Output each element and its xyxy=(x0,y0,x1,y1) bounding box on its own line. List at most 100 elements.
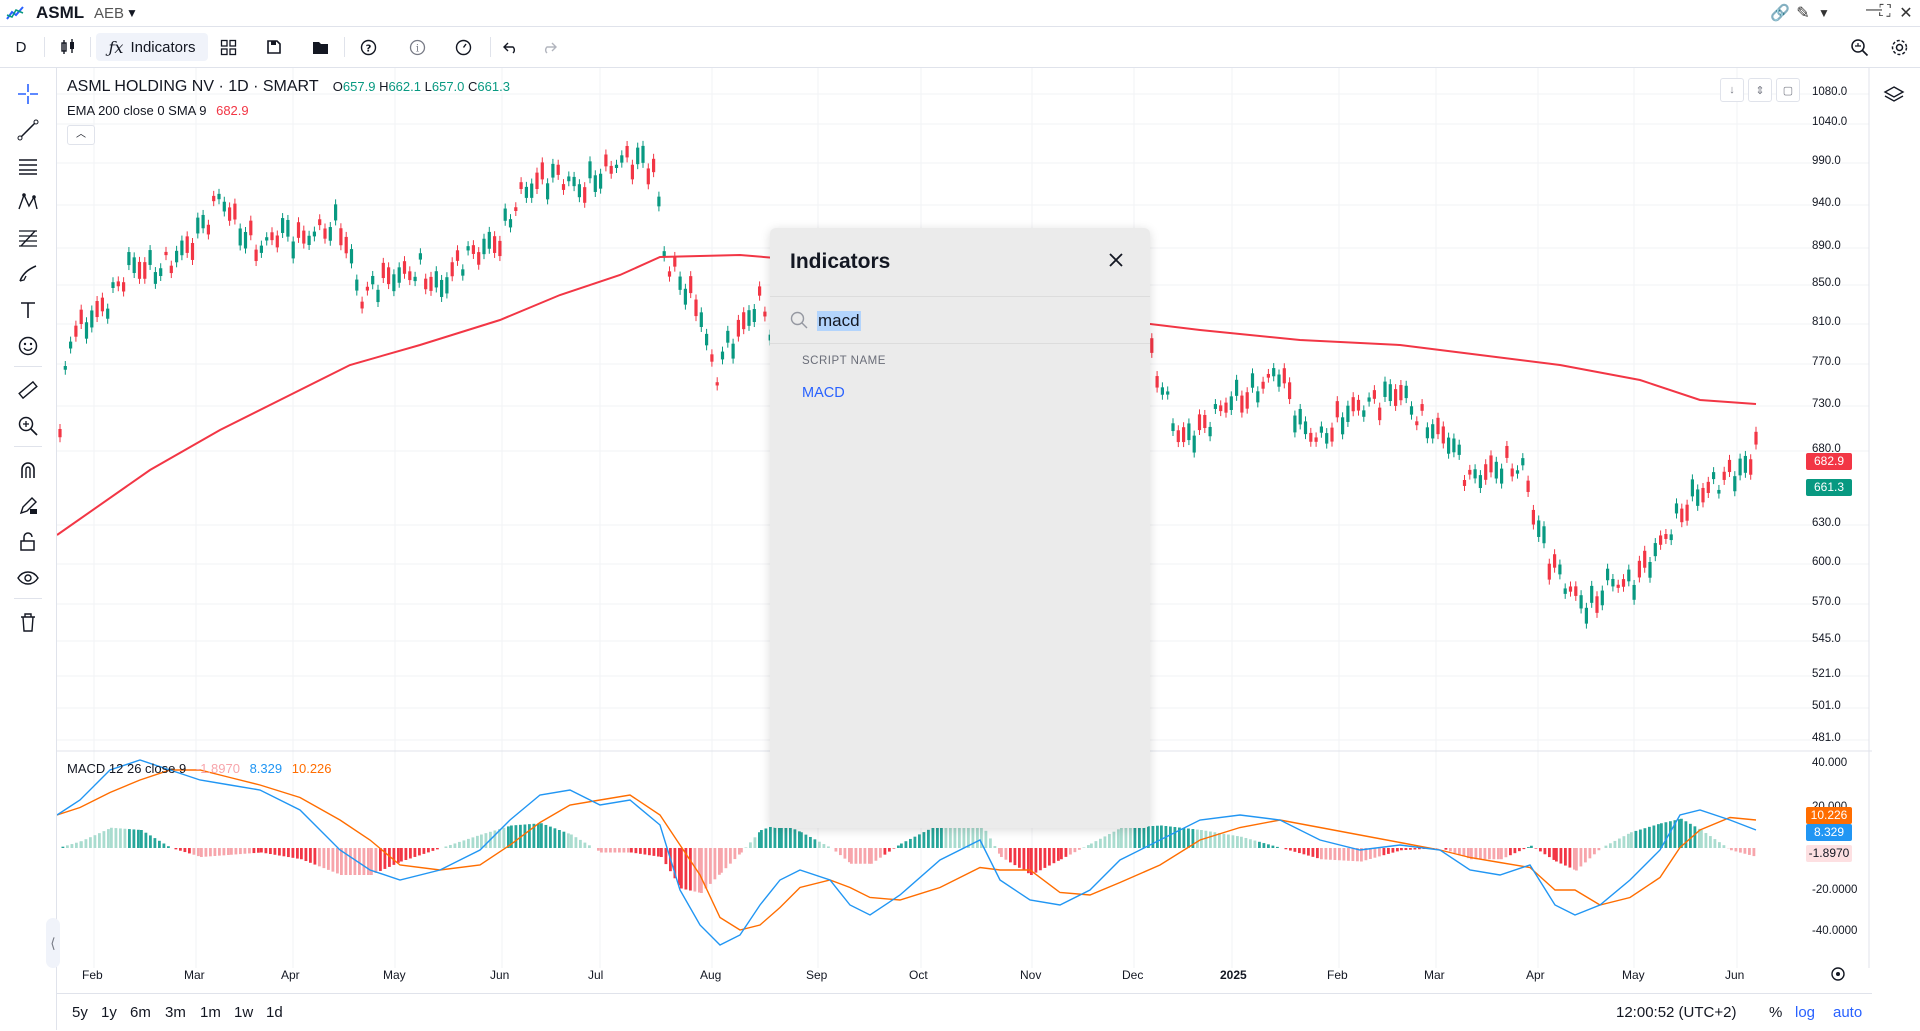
move-pane-down-button[interactable]: ↓ xyxy=(1720,78,1744,102)
price-axis-label: 545.0 xyxy=(1812,633,1841,645)
chart-type-button[interactable] xyxy=(54,33,82,61)
magnet-icon xyxy=(17,459,39,481)
range-1y[interactable]: 1y xyxy=(101,1004,117,1021)
toolbar-divider xyxy=(90,37,91,57)
macd-line-value: 8.329 xyxy=(250,761,283,776)
save-icon xyxy=(266,39,282,55)
trend-line-tool[interactable] xyxy=(14,116,42,144)
fib-tool[interactable] xyxy=(14,224,42,252)
macd-axis-label: -20.0000 xyxy=(1812,884,1857,896)
open-label: O xyxy=(333,79,343,94)
indicators-dialog: Indicators macd SCRIPT NAME MACD xyxy=(770,228,1150,828)
time-axis-label: Jun xyxy=(490,968,509,982)
pin-icon[interactable]: ✎ xyxy=(1793,3,1813,23)
magnet-tool[interactable] xyxy=(14,456,42,484)
time-axis-label: 2025 xyxy=(1220,968,1247,982)
lock-all-tool[interactable] xyxy=(14,528,42,556)
macd-legend[interactable]: MACD 12 26 close 9 -1.8970 8.329 10.226 xyxy=(67,761,332,776)
info-icon: i xyxy=(409,39,426,56)
log-scale-toggle[interactable]: log xyxy=(1795,1004,1815,1021)
open-layout-button[interactable] xyxy=(306,33,334,61)
maximize-icon[interactable]: ⛶ xyxy=(1875,3,1895,21)
search-input-selection: macd xyxy=(817,311,861,331)
info-button[interactable]: i xyxy=(403,33,431,61)
quick-search-button[interactable] xyxy=(1845,33,1873,61)
price-axis-label: 940.0 xyxy=(1812,197,1841,209)
price-axis-label: 521.0 xyxy=(1812,668,1841,680)
time-axis-label: Feb xyxy=(1327,968,1348,982)
zoom-tool[interactable] xyxy=(14,412,42,440)
signal-tag: 10.226 xyxy=(1806,807,1852,824)
fibonacci-icon xyxy=(17,227,39,249)
time-axis-label: Nov xyxy=(1020,968,1041,982)
close-window-icon[interactable]: ✕ xyxy=(1896,3,1916,23)
remove-drawings-tool[interactable] xyxy=(14,608,42,636)
collapse-pane-button[interactable]: ⇕ xyxy=(1748,78,1772,102)
window-title-bar: ASML AEB ▼ 🔗 ✎ ▼ — ⛶ ✕ xyxy=(0,0,1920,27)
clock-timezone[interactable]: 12:00:52 (UTC+2) xyxy=(1616,1004,1736,1021)
undo-button[interactable] xyxy=(497,33,525,61)
settings-button[interactable] xyxy=(1885,33,1913,61)
symbol-exchange[interactable]: AEB xyxy=(94,5,124,22)
interval-button[interactable]: D xyxy=(10,33,32,61)
collapse-legend-button[interactable]: ︿ xyxy=(67,125,95,145)
range-1m[interactable]: 1m xyxy=(200,1004,221,1021)
emoji-tool[interactable] xyxy=(14,332,42,360)
fx-icon: ƒx xyxy=(109,38,124,57)
crosshair-tool[interactable] xyxy=(14,80,42,108)
redo-button[interactable] xyxy=(535,33,563,61)
maximize-pane-button[interactable]: ▢ xyxy=(1776,78,1800,102)
macd-axis-label: -40.0000 xyxy=(1812,925,1857,937)
candles-icon xyxy=(59,38,77,56)
range-5y[interactable]: 5y xyxy=(72,1004,88,1021)
measure-tool[interactable] xyxy=(14,376,42,404)
save-button[interactable] xyxy=(260,33,288,61)
macd-tag: 8.329 xyxy=(1806,824,1852,841)
range-1d[interactable]: 1d xyxy=(266,1004,283,1021)
symbol-ticker[interactable]: ASML xyxy=(36,3,84,23)
time-axis-label: Jun xyxy=(1725,968,1744,982)
horizontal-lines-tool[interactable] xyxy=(14,152,42,180)
time-axis-label: Dec xyxy=(1122,968,1143,982)
result-item-macd[interactable]: MACD xyxy=(802,385,845,401)
open-value: 657.9 xyxy=(343,79,376,94)
legend-title: ASML HOLDING NV · 1D · SMART xyxy=(67,78,318,95)
trash-icon xyxy=(17,611,39,633)
close-price-tag: 661.3 xyxy=(1806,479,1852,496)
symbol-dropdown-icon[interactable]: ▼ xyxy=(126,6,138,20)
price-axis-label: 1080.0 xyxy=(1812,86,1847,98)
brush-tool[interactable] xyxy=(14,260,42,288)
reset-scale-button[interactable] xyxy=(1829,965,1847,983)
pattern-icon xyxy=(17,191,39,213)
clock-icon xyxy=(455,39,472,56)
search-icon xyxy=(790,311,808,329)
object-tree-button[interactable] xyxy=(1882,84,1906,108)
range-1w[interactable]: 1w xyxy=(234,1004,253,1021)
top-toolbar: D ƒx Indicators ? i xyxy=(0,27,1920,68)
help-button[interactable]: ? xyxy=(354,33,382,61)
pattern-tool[interactable] xyxy=(14,188,42,216)
symbol-legend[interactable]: ASML HOLDING NV · 1D · SMART O657.9 H662… xyxy=(67,78,510,96)
ema-legend[interactable]: EMA 200 close 0 SMA 9 682.9 xyxy=(67,103,249,118)
layouts-button[interactable] xyxy=(214,33,242,61)
link-icon[interactable]: 🔗 xyxy=(1770,3,1790,23)
toolbar-divider xyxy=(14,366,42,367)
range-6m[interactable]: 6m xyxy=(130,1004,151,1021)
brush-icon xyxy=(17,263,39,285)
macd-histogram xyxy=(62,819,1756,893)
text-tool[interactable] xyxy=(14,296,42,324)
indicators-button[interactable]: ƒx Indicators xyxy=(96,33,208,61)
price-axis-label: 1040.0 xyxy=(1812,116,1847,128)
time-axis-label: Mar xyxy=(184,968,205,982)
lock-drawing-tool[interactable] xyxy=(14,492,42,520)
search-row: macd xyxy=(770,296,1150,344)
window-menu-chevron-icon[interactable]: ▼ xyxy=(1814,6,1834,20)
macd-legend-label: MACD 12 26 close 9 xyxy=(67,761,186,776)
hide-drawings-tool[interactable] xyxy=(14,564,42,592)
range-3m[interactable]: 3m xyxy=(165,1004,186,1021)
auto-scale-toggle[interactable]: auto xyxy=(1833,1004,1862,1021)
replay-button[interactable] xyxy=(449,33,477,61)
close-label: C xyxy=(468,79,477,94)
close-dialog-button[interactable] xyxy=(1104,248,1128,272)
percent-scale-toggle[interactable]: % xyxy=(1769,1004,1782,1021)
